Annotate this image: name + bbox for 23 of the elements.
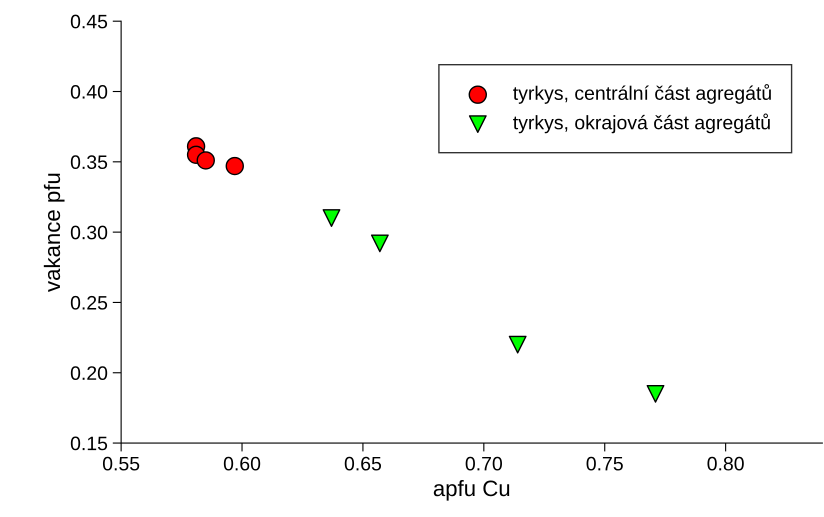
legend-label: tyrkys, centrální část agregátů xyxy=(513,84,771,104)
y-tick-label: 0.15 xyxy=(70,436,108,450)
point xyxy=(508,336,527,354)
point xyxy=(322,209,340,227)
x-tick-label: 0.60 xyxy=(224,456,260,471)
point xyxy=(646,384,664,403)
point xyxy=(226,156,244,176)
x-tick-label: 0.80 xyxy=(707,456,744,471)
x-tick-label: 0.75 xyxy=(586,456,623,471)
y-tick-label: 0.40 xyxy=(70,84,108,99)
x-tick-label: 0.70 xyxy=(466,456,502,471)
x-tick-label: 0.65 xyxy=(344,456,382,471)
y-tick-label: 0.35 xyxy=(70,155,108,170)
legend-label: tyrkys, okrajová část agregátů xyxy=(513,114,770,134)
y-tick-label: 0.25 xyxy=(70,296,108,310)
y-tick-label: 0.20 xyxy=(70,366,108,380)
x-tick-label: 0.55 xyxy=(102,456,140,471)
point xyxy=(370,234,389,252)
x-axis-title: apfu Cu xyxy=(434,480,510,501)
y-tick-label: 0.45 xyxy=(70,14,108,28)
point xyxy=(196,151,215,170)
y-axis-title: vakance pfu xyxy=(44,174,65,292)
y-tick-label: 0.30 xyxy=(70,226,108,240)
